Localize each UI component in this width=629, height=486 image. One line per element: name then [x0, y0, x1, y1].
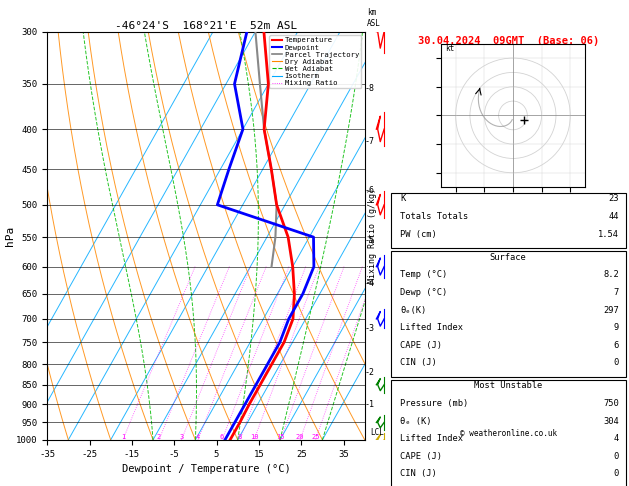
- Text: -6: -6: [365, 187, 375, 195]
- Text: 15: 15: [276, 434, 285, 440]
- Title: -46°24'S  168°21'E  52m ASL: -46°24'S 168°21'E 52m ASL: [115, 21, 297, 31]
- Text: CAPE (J): CAPE (J): [400, 341, 442, 349]
- Text: -8: -8: [365, 84, 375, 93]
- Text: 297: 297: [603, 306, 619, 314]
- Text: 1.54: 1.54: [598, 229, 619, 239]
- Text: 6: 6: [613, 341, 619, 349]
- Text: -5: -5: [365, 236, 375, 244]
- Text: 7: 7: [613, 288, 619, 297]
- Text: 1: 1: [121, 434, 125, 440]
- Text: 9: 9: [613, 323, 619, 332]
- Text: K: K: [400, 194, 405, 204]
- Text: -7: -7: [365, 137, 375, 146]
- Text: 3: 3: [179, 434, 184, 440]
- Text: -1: -1: [365, 399, 375, 409]
- Legend: Temperature, Dewpoint, Parcel Trajectory, Dry Adiabat, Wet Adiabat, Isotherm, Mi: Temperature, Dewpoint, Parcel Trajectory…: [269, 35, 361, 88]
- Text: 4: 4: [196, 434, 200, 440]
- Text: CIN (J): CIN (J): [400, 469, 437, 478]
- Text: © weatheronline.co.uk: © weatheronline.co.uk: [460, 429, 557, 438]
- Text: 25: 25: [311, 434, 320, 440]
- Text: 23: 23: [608, 194, 619, 204]
- Text: 20: 20: [296, 434, 304, 440]
- Text: 750: 750: [603, 399, 619, 408]
- Text: kt: kt: [445, 44, 455, 53]
- FancyBboxPatch shape: [391, 193, 626, 248]
- Text: 10: 10: [250, 434, 259, 440]
- Text: 44: 44: [608, 212, 619, 221]
- Text: Most Unstable: Most Unstable: [474, 382, 542, 390]
- Text: 6: 6: [220, 434, 225, 440]
- Text: 0: 0: [613, 469, 619, 478]
- Text: CIN (J): CIN (J): [400, 358, 437, 367]
- Text: 4: 4: [613, 434, 619, 443]
- Text: -2: -2: [365, 368, 375, 377]
- FancyBboxPatch shape: [391, 251, 626, 377]
- Text: LCL: LCL: [370, 429, 384, 437]
- Text: Lifted Index: Lifted Index: [400, 323, 463, 332]
- Text: Totals Totals: Totals Totals: [400, 212, 468, 221]
- Text: 0: 0: [613, 358, 619, 367]
- Text: θₑ (K): θₑ (K): [400, 417, 431, 426]
- Text: Temp (°C): Temp (°C): [400, 270, 447, 279]
- Text: 304: 304: [603, 417, 619, 426]
- Text: Surface: Surface: [490, 253, 526, 262]
- Text: Pressure (mb): Pressure (mb): [400, 399, 468, 408]
- Text: Dewp (°C): Dewp (°C): [400, 288, 447, 297]
- Text: 2: 2: [157, 434, 161, 440]
- Text: θₑ(K): θₑ(K): [400, 306, 426, 314]
- Text: CAPE (J): CAPE (J): [400, 451, 442, 461]
- FancyBboxPatch shape: [391, 380, 626, 486]
- Text: 8.2: 8.2: [603, 270, 619, 279]
- Text: Lifted Index: Lifted Index: [400, 434, 463, 443]
- Text: 0: 0: [613, 451, 619, 461]
- Text: PW (cm): PW (cm): [400, 229, 437, 239]
- X-axis label: Dewpoint / Temperature (°C): Dewpoint / Temperature (°C): [121, 464, 291, 474]
- Text: km
ASL: km ASL: [367, 8, 381, 28]
- Y-axis label: hPa: hPa: [4, 226, 14, 246]
- Text: -4: -4: [365, 278, 375, 288]
- Text: Mixing Ratio (g/kg): Mixing Ratio (g/kg): [368, 188, 377, 283]
- Text: 30.04.2024  09GMT  (Base: 06): 30.04.2024 09GMT (Base: 06): [418, 35, 599, 46]
- Text: 8: 8: [238, 434, 242, 440]
- Text: -3: -3: [365, 324, 375, 333]
